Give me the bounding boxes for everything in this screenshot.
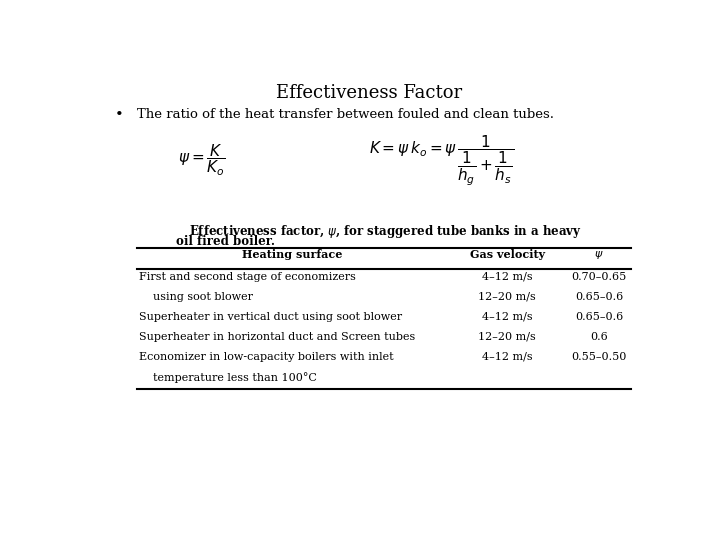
Text: 0.65–0.6: 0.65–0.6	[575, 312, 624, 322]
Text: 4–12 m/s: 4–12 m/s	[482, 312, 532, 322]
Text: $\psi = \dfrac{K}{K_o}$: $\psi = \dfrac{K}{K_o}$	[178, 143, 225, 178]
Text: oil fired boiler.: oil fired boiler.	[176, 235, 276, 248]
Text: 0.6: 0.6	[590, 332, 608, 342]
Text: Superheater in vertical duct using soot blower: Superheater in vertical duct using soot …	[138, 312, 402, 322]
Text: 12–20 m/s: 12–20 m/s	[478, 332, 536, 342]
Text: 12–20 m/s: 12–20 m/s	[478, 292, 536, 302]
Text: Gas velocity: Gas velocity	[469, 249, 544, 260]
Text: 0.65–0.6: 0.65–0.6	[575, 292, 624, 302]
Text: The ratio of the heat transfer between fouled and clean tubes.: The ratio of the heat transfer between f…	[138, 109, 554, 122]
Text: 0.55–0.50: 0.55–0.50	[572, 352, 627, 362]
Text: Economizer in low-capacity boilers with inlet: Economizer in low-capacity boilers with …	[138, 352, 393, 362]
Text: $K = \psi\, k_o = \psi\, \dfrac{1}{\dfrac{1}{h_g} + \dfrac{1}{h_s}}$: $K = \psi\, k_o = \psi\, \dfrac{1}{\dfra…	[369, 133, 514, 187]
Text: 0.70–0.65: 0.70–0.65	[572, 272, 627, 282]
Text: 4–12 m/s: 4–12 m/s	[482, 272, 532, 282]
Text: •: •	[115, 109, 124, 123]
Text: Effectiveness factor, $\psi$, for staggered tube banks in a heavy: Effectiveness factor, $\psi$, for stagge…	[189, 223, 582, 240]
Text: Superheater in horizontal duct and Screen tubes: Superheater in horizontal duct and Scree…	[138, 332, 415, 342]
Text: $\psi$: $\psi$	[595, 249, 604, 261]
Text: using soot blower: using soot blower	[138, 292, 253, 302]
Text: temperature less than 100°C: temperature less than 100°C	[138, 372, 316, 382]
Text: First and second stage of economizers: First and second stage of economizers	[138, 272, 356, 282]
Text: 4–12 m/s: 4–12 m/s	[482, 352, 532, 362]
Text: Effectiveness Factor: Effectiveness Factor	[276, 84, 462, 102]
Text: Heating surface: Heating surface	[242, 249, 343, 260]
